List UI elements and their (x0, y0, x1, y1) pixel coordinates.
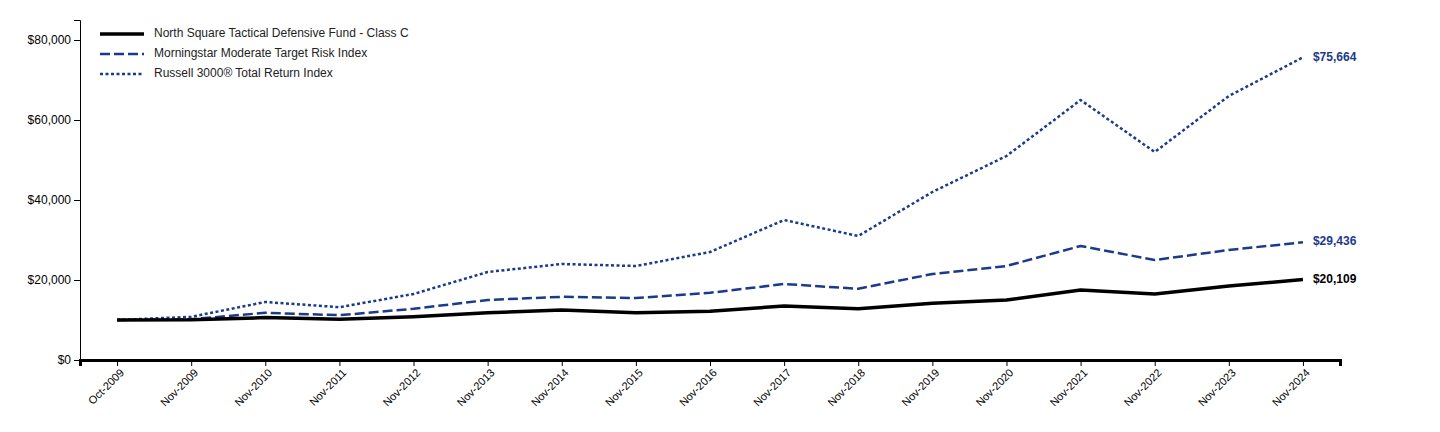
legend-item: Morningstar Moderate Target Risk Index (100, 46, 367, 60)
x-tick-label: Oct-2009 (86, 366, 126, 406)
x-tick-label: Nov-2016 (677, 366, 719, 408)
chart: $0 $20,000 $40,000 $60,000 $80,000 Oct-2009 No… (0, 0, 1440, 432)
x-tick: Nov-2014 (529, 360, 571, 409)
x-tick-mark (488, 360, 489, 366)
x-tick-mark (265, 360, 266, 366)
x-tick-label: Nov-2015 (603, 366, 645, 408)
x-tick-label: Nov-2023 (1196, 366, 1238, 408)
legend-item: North Square Tactical Defensive Fund - C… (100, 26, 409, 40)
y-tick-label: $20,000 (28, 273, 72, 287)
y-tick-label: $80,000 (28, 33, 72, 47)
x-tick: Nov-2022 (1122, 360, 1164, 409)
x-tick-mark (414, 360, 415, 366)
x-tick-mark (117, 360, 118, 366)
x-tick-mark (339, 360, 340, 366)
x-tick-mark (562, 360, 563, 366)
x-tick: Nov-2016 (677, 360, 719, 409)
x-tick-mark (1155, 360, 1156, 366)
x-tick-mark (1081, 360, 1082, 366)
x-tick-label: Nov-2014 (529, 366, 571, 408)
y-tick-mark (74, 120, 80, 121)
series-line (117, 280, 1303, 320)
y-axis: $0 $20,000 $40,000 $60,000 $80,000 (28, 21, 81, 368)
x-tick-label: Nov-2020 (973, 366, 1015, 408)
x-tick: Nov-2018 (825, 360, 867, 409)
legend-swatch (100, 53, 144, 56)
x-tick-label: Nov-2010 (232, 366, 274, 408)
x-tick: Nov-2011 (307, 360, 349, 408)
value-label: $75,664 (1313, 50, 1357, 64)
y-tick-label: $0 (58, 353, 72, 367)
legend-swatch (100, 32, 144, 36)
x-tick: Nov-2017 (751, 360, 793, 409)
series-line (117, 57, 1303, 320)
x-axis-line (81, 361, 1341, 367)
value-label: $29,436 (1313, 234, 1357, 248)
x-tick-label: Nov-2021 (1047, 366, 1089, 408)
y-tick: $40,000 (28, 193, 80, 207)
y-tick-mark (74, 40, 80, 41)
x-tick-mark (710, 360, 711, 366)
x-axis: Oct-2009 Nov-2009 Nov-2010 Nov-2011 Nov-2012… (81, 360, 1341, 409)
y-tick: $80,000 (28, 33, 80, 47)
y-tick-label: $60,000 (28, 113, 72, 127)
x-tick-label: Nov-2022 (1122, 366, 1164, 408)
x-tick-mark (1229, 360, 1230, 366)
x-tick-mark (858, 360, 859, 366)
x-tick: Nov-2015 (603, 360, 645, 409)
x-tick-mark (636, 360, 637, 366)
plot-area: $0 $20,000 $40,000 $60,000 $80,000 Oct-2009 No… (28, 21, 1357, 409)
legend-item: Russell 3000® Total Return Index (100, 66, 333, 80)
x-tick: Nov-2023 (1196, 360, 1238, 409)
y-tick: $60,000 (28, 113, 80, 127)
x-tick-label: Nov-2012 (380, 366, 422, 408)
x-tick: Nov-2024 (1270, 360, 1312, 409)
x-tick: Nov-2013 (454, 360, 496, 409)
x-tick-mark (191, 360, 192, 366)
x-tick: Nov-2010 (232, 360, 274, 409)
x-tick-label: Nov-2013 (454, 366, 496, 408)
x-tick: Nov-2021 (1047, 360, 1089, 409)
legend-label: Russell 3000® Total Return Index (154, 66, 333, 80)
lines (117, 57, 1303, 320)
legend-label: Morningstar Moderate Target Risk Index (154, 46, 367, 60)
x-tick: Nov-2012 (380, 360, 422, 409)
x-tick: Nov-2009 (158, 360, 200, 409)
x-tick: Nov-2020 (973, 360, 1015, 409)
legend-swatch (100, 73, 144, 76)
x-tick-mark (932, 360, 933, 366)
legend: North Square Tactical Defensive Fund - C… (100, 26, 409, 80)
value-labels: $20,109 $29,436 $75,664 (1313, 50, 1357, 286)
x-tick-label: Nov-2024 (1270, 366, 1312, 408)
x-tick: Nov-2019 (899, 360, 941, 409)
x-tick-label: Nov-2017 (751, 366, 793, 408)
x-tick-mark (1303, 360, 1304, 366)
x-tick-mark (784, 360, 785, 366)
x-tick-label: Nov-2009 (158, 366, 200, 408)
y-tick: $20,000 (28, 273, 80, 287)
x-tick-label: Nov-2018 (825, 366, 867, 408)
series-line (117, 242, 1303, 320)
x-tick-label: Nov-2019 (899, 366, 941, 408)
x-tick-mark (1006, 360, 1007, 366)
y-tick-mark (74, 280, 80, 281)
legend-label: North Square Tactical Defensive Fund - C… (154, 26, 409, 40)
value-label: $20,109 (1313, 272, 1357, 286)
y-tick: $0 (58, 353, 80, 367)
y-axis-line (74, 21, 81, 361)
x-tick: Oct-2009 (86, 360, 126, 407)
y-tick-mark (74, 200, 80, 201)
y-tick-label: $40,000 (28, 193, 72, 207)
x-tick-label: Nov-2011 (307, 366, 349, 408)
